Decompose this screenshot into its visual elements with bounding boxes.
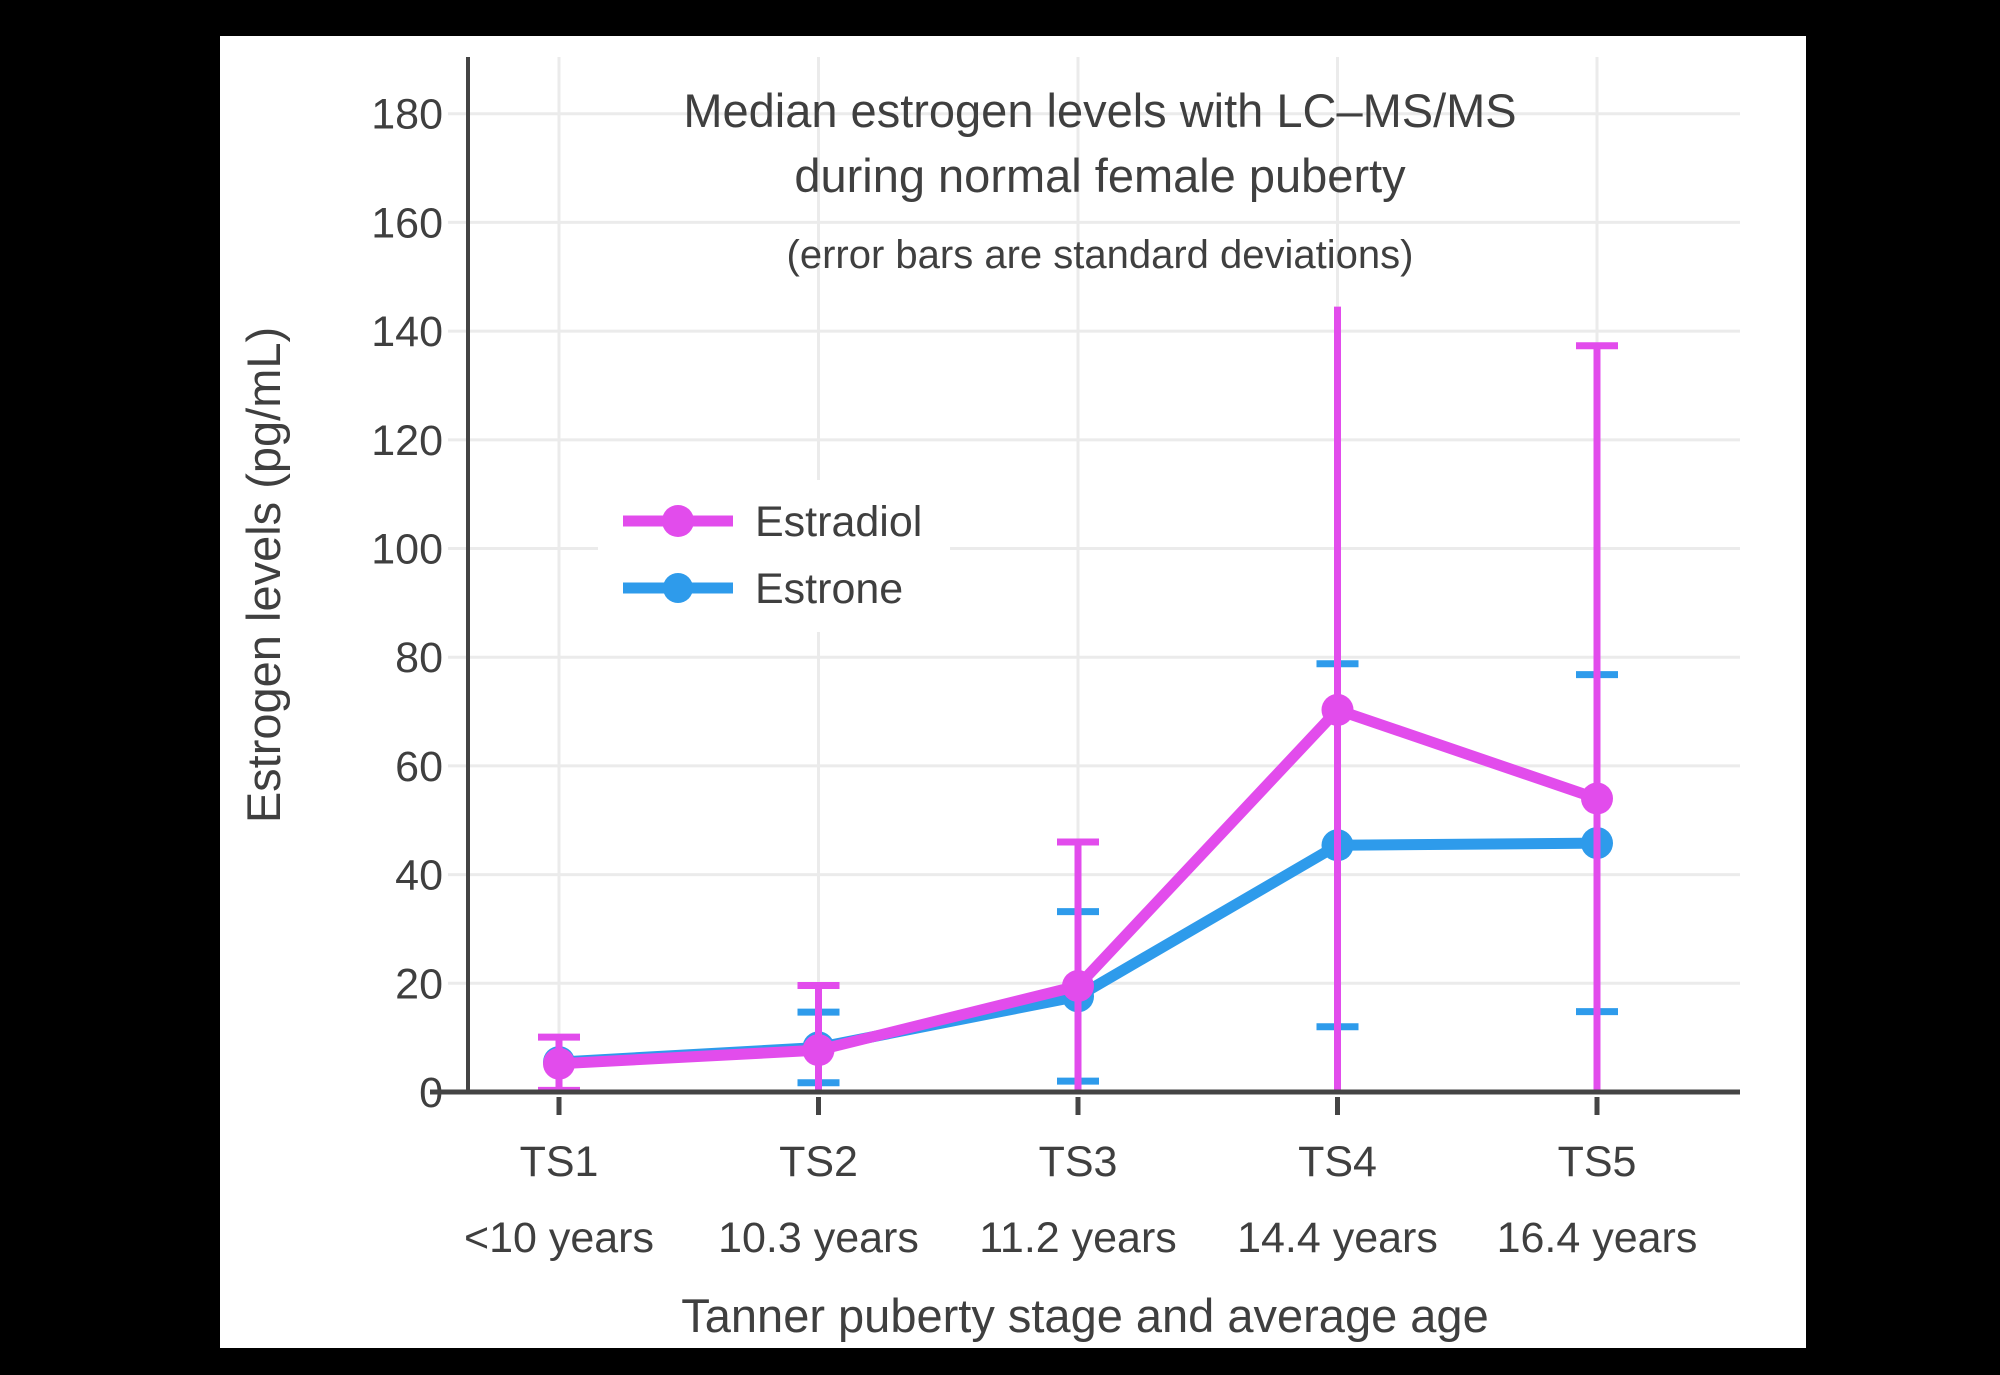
x-tick-label-TS4: TS4 <box>1298 1138 1377 1186</box>
x-tick-sublabel-TS4: 14.4 years <box>1237 1214 1438 1262</box>
figure-panel <box>220 36 1806 1348</box>
y-tick-label-120: 120 <box>371 417 443 465</box>
series-estradiol <box>538 306 1618 1094</box>
legend-background <box>598 480 950 632</box>
x-tick-layer: TS1 <10 years TS2 10.3 years TS3 11.2 years TS… <box>464 1097 1697 1262</box>
legend-swatch-marker-estradiol <box>662 505 694 537</box>
y-axis-title: Estrogen levels (pg/mL) <box>237 327 290 823</box>
axes <box>430 57 1740 1095</box>
legend-label-estrone: Estrone <box>755 565 903 613</box>
data-point-estradiol-TS3 <box>1062 970 1094 1003</box>
y-tick-label-60: 60 <box>395 743 443 791</box>
legend-swatch-marker-estrone <box>663 573 693 603</box>
x-tick-sublabel-TS3: 11.2 years <box>979 1214 1177 1262</box>
y-tick-label-40: 40 <box>395 852 443 900</box>
y-tick-label-180: 180 <box>371 91 443 139</box>
x-tick-sublabel-TS2: 10.3 years <box>718 1214 919 1262</box>
y-tick-label-20: 20 <box>395 960 443 1008</box>
chart-title-line2: during normal female puberty <box>794 149 1406 202</box>
legend-label-estradiol: Estradiol <box>755 498 922 546</box>
y-tick-label-80: 80 <box>395 634 443 682</box>
data-point-estradiol-TS2 <box>802 1034 835 1067</box>
data-point-estradiol-TS5 <box>1581 782 1613 815</box>
legend: Estradiol Estrone <box>598 480 950 632</box>
x-tick-sublabel-TS5: 16.4 years <box>1497 1214 1698 1262</box>
y-tick-label-160: 160 <box>371 199 443 247</box>
y-tick-label-140: 140 <box>371 308 443 356</box>
x-tick-label-TS2: TS2 <box>779 1138 858 1186</box>
series-layer <box>538 306 1618 1094</box>
chart-title-line1: Median estrogen levels with LC–MS/MS <box>683 84 1516 137</box>
x-tick-label-TS1: TS1 <box>520 1138 599 1186</box>
x-tick-label-TS3: TS3 <box>1039 1138 1118 1186</box>
x-tick-label-TS5: TS5 <box>1558 1138 1637 1186</box>
data-point-estradiol-TS1 <box>543 1047 575 1080</box>
y-tick-label-100: 100 <box>371 526 443 574</box>
x-tick-sublabel-TS1: <10 years <box>464 1214 654 1262</box>
chart-subtitle: (error bars are standard deviations) <box>787 233 1414 277</box>
x-axis-title: Tanner puberty stage and average age <box>681 1289 1488 1342</box>
data-point-estradiol-TS4 <box>1321 693 1354 726</box>
